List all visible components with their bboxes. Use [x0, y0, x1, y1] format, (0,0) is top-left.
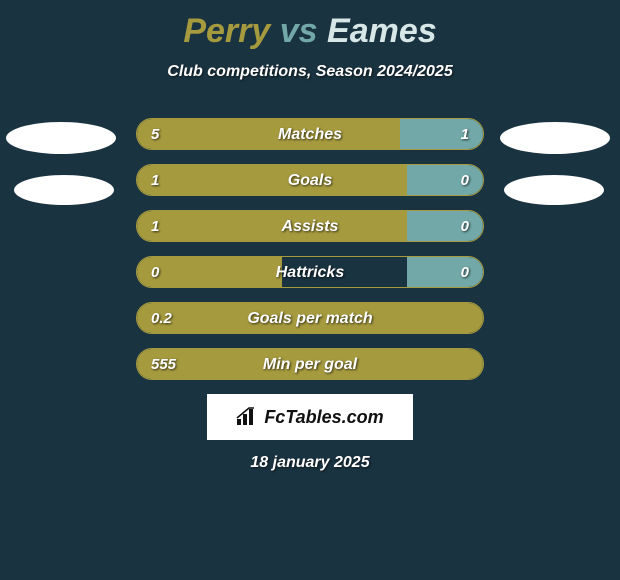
avatar-left-top	[6, 122, 116, 154]
stat-row: 0Hattricks0	[136, 256, 484, 288]
stat-label: Goals per match	[137, 303, 483, 334]
title-vs: vs	[280, 12, 318, 50]
stat-label: Assists	[137, 211, 483, 242]
stat-label: Hattricks	[137, 257, 483, 288]
title-player1: Perry	[183, 12, 270, 50]
stat-row: 0.2Goals per match	[136, 302, 484, 334]
subtitle: Club competitions, Season 2024/2025	[0, 63, 620, 81]
stat-label: Goals	[137, 165, 483, 196]
stat-value-right: 0	[461, 257, 469, 288]
brand-badge[interactable]: FcTables.com	[207, 394, 413, 440]
stats-container: 5Matches11Goals01Assists00Hattricks00.2G…	[136, 118, 484, 394]
stat-value-right: 0	[461, 165, 469, 196]
stat-row: 5Matches1	[136, 118, 484, 150]
brand-text: FcTables.com	[264, 407, 383, 428]
date-line: 18 january 2025	[0, 454, 620, 472]
stat-row: 1Goals0	[136, 164, 484, 196]
stat-label: Matches	[137, 119, 483, 150]
title-player2: Eames	[327, 12, 437, 50]
stat-row: 1Assists0	[136, 210, 484, 242]
avatar-right-top	[500, 122, 610, 154]
stat-label: Min per goal	[137, 349, 483, 380]
chart-icon	[236, 407, 258, 427]
avatar-right-bottom	[504, 175, 604, 205]
page-title: Perry vs Eames	[0, 0, 620, 51]
stat-row: 555Min per goal	[136, 348, 484, 380]
stat-value-right: 0	[461, 211, 469, 242]
avatar-left-bottom	[14, 175, 114, 205]
stat-value-right: 1	[461, 119, 469, 150]
